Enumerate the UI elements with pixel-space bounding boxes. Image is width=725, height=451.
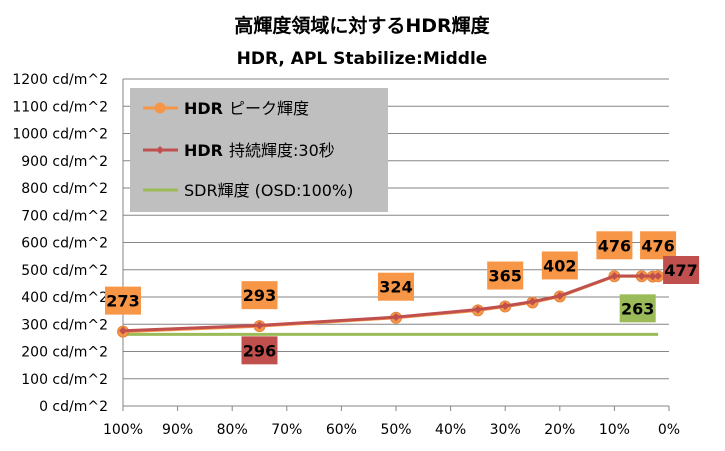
sustained-point <box>637 272 646 281</box>
data-labels: 273 293 324 365 402 476 476 296 477 263 <box>105 231 700 365</box>
data-label-box <box>487 261 524 290</box>
series-layer <box>117 270 665 338</box>
sustained-point <box>501 301 510 310</box>
y-tick-label: 200 cd/m^2 <box>21 345 108 361</box>
x-tick-label: 30% <box>490 422 521 438</box>
data-label-box <box>105 286 141 315</box>
y-tick-label: 500 cd/m^2 <box>21 263 108 279</box>
data-label: 296 <box>243 341 276 360</box>
y-tick-label: 0 cd/m^2 <box>39 399 108 415</box>
y-tick-label: 1100 cd/m^2 <box>12 99 108 115</box>
data-label-box <box>640 231 677 260</box>
legend-label-rest: ピーク輝度 <box>229 99 309 118</box>
legend: HDR ピーク輝度 HDR 持続輝度:30秒 SDR輝度 (OSD:100%) <box>130 88 388 212</box>
sustained-point <box>473 305 482 314</box>
y-tick-label: 900 cd/m^2 <box>21 154 108 170</box>
x-axis: 100% 90% 80% 70% 60% 50% 40% 30% 20% 10% 0% <box>103 406 680 438</box>
sustained-point <box>555 291 564 300</box>
data-label: 365 <box>488 267 521 286</box>
chart-subtitle: HDR, APL Stabilize:Middle <box>237 49 488 69</box>
legend-label-bold: HDR <box>184 99 223 118</box>
sustained-point <box>255 321 264 330</box>
x-tick-label: 70% <box>271 422 302 438</box>
sustained-point <box>648 272 657 281</box>
x-tick-label: 80% <box>217 422 248 438</box>
data-label: 263 <box>621 299 654 318</box>
legend-marker <box>154 102 166 114</box>
y-tick-label: 1200 cd/m^2 <box>12 72 108 88</box>
data-label-box <box>241 336 278 365</box>
y-axis: 0 cd/m^2 100 cd/m^2 200 cd/m^2 300 cd/m^2 40… <box>12 72 108 415</box>
legend-label-bold: HDR <box>184 141 223 160</box>
y-tick-label: 700 cd/m^2 <box>21 208 108 224</box>
x-tick-label: 20% <box>544 422 575 438</box>
data-label: 477 <box>664 261 697 280</box>
x-tick-label: 100% <box>103 422 143 438</box>
y-tick-label: 600 cd/m^2 <box>21 236 108 252</box>
data-label-box <box>241 281 278 310</box>
legend-label: HDR 持続輝度:30秒 <box>184 141 335 160</box>
legend-label: HDR ピーク輝度 <box>184 99 309 118</box>
sustained-point <box>654 272 663 281</box>
x-tick-label: 50% <box>380 422 411 438</box>
legend-marker <box>156 146 164 154</box>
x-tick-label: 90% <box>162 422 193 438</box>
data-label-box <box>596 231 633 260</box>
data-label-box <box>378 272 414 301</box>
legend-label-rest: 持続輝度:30秒 <box>229 141 335 160</box>
sustained-point <box>119 326 127 335</box>
y-tick-label: 800 cd/m^2 <box>21 181 108 197</box>
y-tick-label: 400 cd/m^2 <box>21 290 108 306</box>
data-label: 402 <box>543 256 576 275</box>
x-tick-label: 0% <box>658 422 680 438</box>
x-tick-label: 10% <box>599 422 630 438</box>
data-label: 324 <box>379 278 412 297</box>
data-label-box <box>541 251 578 280</box>
legend-label: SDR輝度 (OSD:100%) <box>184 181 353 200</box>
data-label: 293 <box>243 286 276 305</box>
y-tick-label: 100 cd/m^2 <box>21 372 108 388</box>
sustained-point <box>528 297 537 306</box>
y-tick-label: 1000 cd/m^2 <box>12 127 108 143</box>
data-label-box <box>663 256 700 285</box>
chart-title: 高輝度領域に対するHDR輝度 <box>234 14 490 37</box>
x-tick-label: 40% <box>435 422 466 438</box>
sustained-point <box>392 313 400 322</box>
data-label-box <box>619 294 656 323</box>
y-tick-label: 300 cd/m^2 <box>21 317 108 333</box>
sustained-point <box>610 272 619 281</box>
data-label: 476 <box>641 236 674 255</box>
x-tick-label: 60% <box>326 422 357 438</box>
data-label: 273 <box>106 292 139 311</box>
data-label: 476 <box>598 236 631 255</box>
